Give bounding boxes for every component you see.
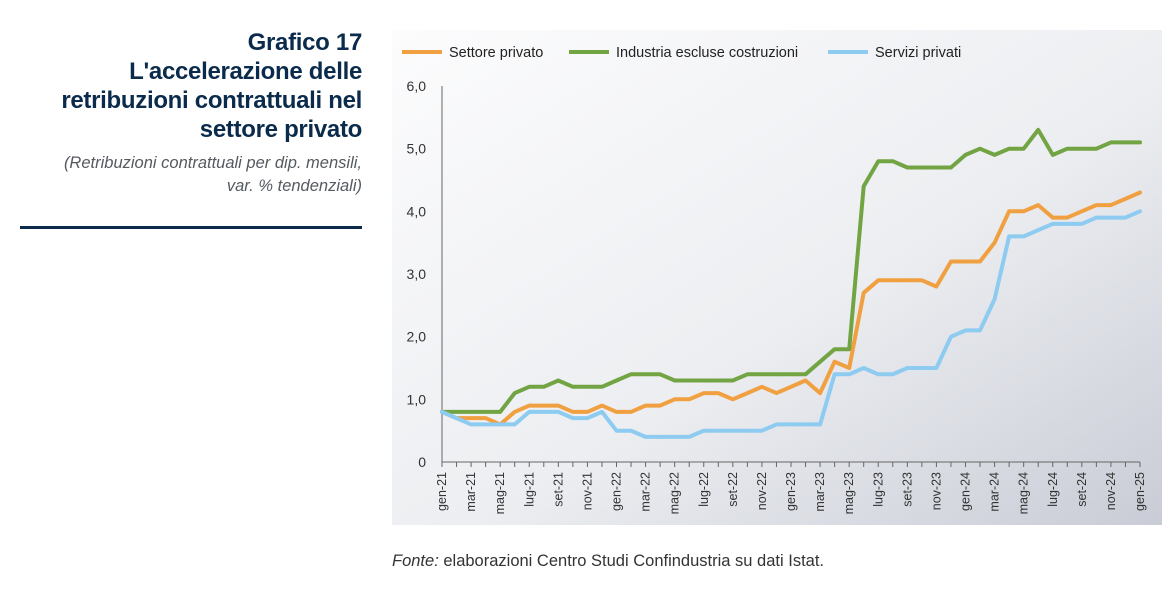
x-tick-label: nov-23 <box>929 472 943 510</box>
x-tick-label: set-24 <box>1075 472 1089 507</box>
x-tick-label: mar-24 <box>988 472 1002 512</box>
source-note: Fonte: elaborazioni Centro Studi Confind… <box>392 552 824 571</box>
x-tick-label: mar-23 <box>813 472 827 512</box>
x-tick-label: gen-24 <box>959 472 973 511</box>
axes: 0 1,0 2,0 3,0 4,0 5,0 6,0 gen-21 mar-21 mag-21 lug… <box>407 78 1147 514</box>
chart-number: Grafico 17 <box>247 29 363 56</box>
x-tick-label: nov-24 <box>1104 472 1118 510</box>
chart-subtitle-line-2: var. % tendenziali) <box>226 177 362 195</box>
chart-background <box>392 30 1162 525</box>
chart-title-line-1: L'accelerazione delle <box>129 58 362 85</box>
x-tick-label: gen-25 <box>1133 472 1147 511</box>
plot-lines <box>440 127 1142 439</box>
series-line-2 <box>440 127 1142 414</box>
x-tick-label: mar-21 <box>464 472 478 512</box>
legend-label-1: Settore privato <box>449 45 543 61</box>
y-tick-label: 4,0 <box>407 203 427 219</box>
source-label: Fonte: <box>392 552 439 570</box>
y-tick-label: 6,0 <box>407 78 427 94</box>
x-tick-label: set-21 <box>551 472 565 507</box>
source-text: elaborazioni Centro Studi Confindustria … <box>438 552 824 570</box>
y-tick-label: 2,0 <box>407 329 427 345</box>
x-tick-label: nov-22 <box>755 472 769 510</box>
header-divider <box>20 226 362 229</box>
legend-label-3: Servizi privati <box>875 45 961 61</box>
x-tick-label: lug-21 <box>522 472 536 507</box>
y-tick-label: 3,0 <box>407 266 427 282</box>
x-tick-label: mag-24 <box>1017 472 1031 514</box>
series-line-1 <box>440 190 1142 427</box>
x-tick-label: lug-24 <box>1046 472 1060 507</box>
x-tick-label: set-23 <box>900 472 914 507</box>
x-tick-label: mag-21 <box>493 472 507 514</box>
x-tick-label: gen-21 <box>435 472 449 511</box>
x-tick-label: mag-23 <box>842 472 856 514</box>
legend-label-2: Industria escluse costruzioni <box>616 45 798 61</box>
series-line-3 <box>440 209 1142 439</box>
chart-header: Grafico 17 L'accelerazione delle retribu… <box>20 28 362 198</box>
line-chart: Settore privato Industria escluse costruz… <box>392 30 1162 525</box>
y-tick-label: 0 <box>418 454 426 470</box>
y-tick-label: 5,0 <box>407 141 427 157</box>
x-tick-label: mag-22 <box>668 472 682 514</box>
legend: Settore privato Industria escluse costruz… <box>402 45 961 61</box>
chart-title-line-2: retribuzioni contrattuali nel <box>61 87 362 114</box>
x-tick-label: gen-22 <box>610 472 624 511</box>
x-tick-label: gen-23 <box>784 472 798 511</box>
x-tick-label: nov-21 <box>580 472 594 510</box>
y-tick-label: 1,0 <box>407 391 427 407</box>
chart-subtitle: (Retribuzioni contrattuali per dip. mens… <box>20 152 362 198</box>
x-tick-label: mar-22 <box>639 472 653 512</box>
x-tick-label: lug-23 <box>871 472 885 507</box>
x-tick-label: set-22 <box>726 472 740 507</box>
chart-subtitle-line-1: (Retribuzioni contrattuali per dip. mens… <box>63 154 362 172</box>
x-tick-label: lug-22 <box>697 472 711 507</box>
chart-area: Settore privato Industria escluse costruz… <box>392 30 1162 525</box>
chart-title-line-3: settore privato <box>199 116 363 143</box>
